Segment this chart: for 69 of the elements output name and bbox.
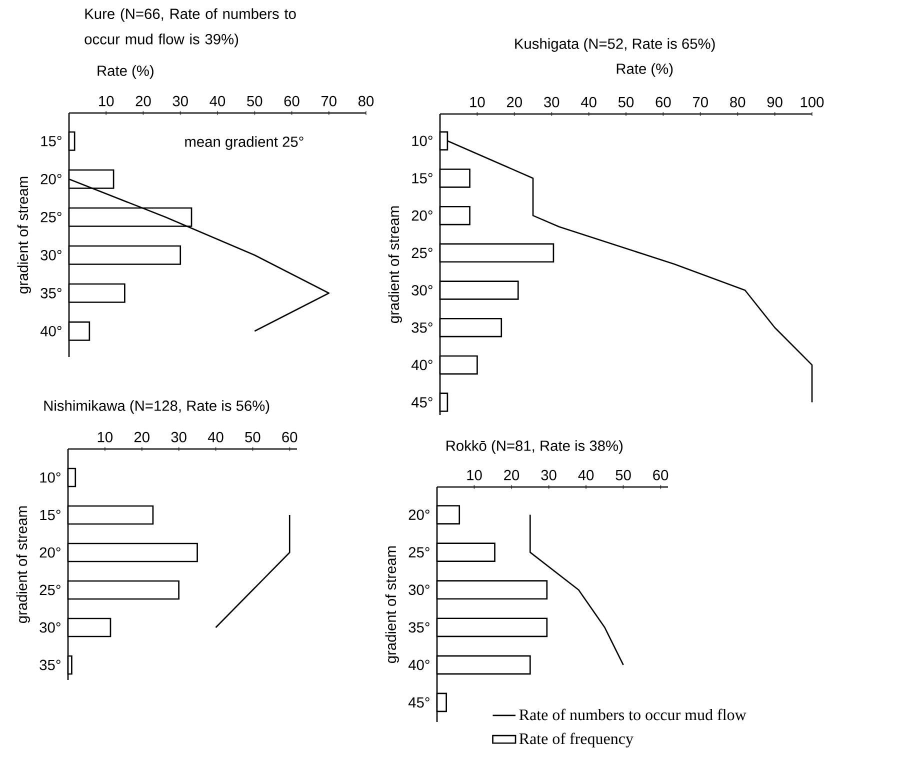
y-tick-label: 45° [411, 397, 432, 408]
y-tick-label: 45° [408, 697, 430, 708]
x-tick-label: 50 [245, 432, 260, 442]
y-tick-label: 10° [412, 136, 432, 146]
x-tick-label: 50 [618, 96, 634, 108]
x-tick-label: 30 [172, 96, 188, 106]
x-tick-label: 10 [467, 470, 482, 480]
x-tick-label: 30 [544, 96, 560, 108]
y-tick-label: 40° [40, 326, 62, 336]
y-tick-label: 30° [40, 250, 62, 260]
y-tick-label: 30° [412, 285, 432, 296]
y-tick-label: 25° [408, 547, 430, 558]
y-axis-title: gradient of stream [17, 176, 31, 294]
y-tick-label: 25° [40, 212, 62, 222]
x-tick-label: 40 [208, 432, 224, 442]
x-tick-label: 10 [470, 96, 485, 108]
chart-title: Nishimikawa (N=128, Rate is 56%) [44, 400, 270, 414]
x-tick-label: 100 [800, 96, 824, 108]
x-tick-label: 60 [282, 432, 298, 442]
y-tick-label: 40° [411, 360, 432, 370]
x-tick-label: 60 [284, 96, 300, 106]
x-tick-label: 40 [578, 470, 594, 480]
y-tick-label: 35° [40, 288, 62, 298]
y-tick-label: 40° [408, 660, 430, 670]
x-tick-label: 50 [616, 470, 631, 480]
x-tick-label: 30 [541, 470, 556, 480]
y-tick-label: 15° [412, 173, 432, 184]
x-tick-label: 70 [321, 96, 336, 106]
y-tick-label: 30° [408, 584, 430, 596]
y-tick-label: 15° [41, 136, 62, 146]
y-tick-label: 25° [412, 248, 432, 258]
y-tick-label: 35° [408, 622, 430, 633]
x-tick-label: 60 [656, 96, 671, 108]
x-tick-label: 20 [506, 96, 522, 108]
x-tick-label: 80 [730, 96, 746, 108]
x-tick-label: 90 [767, 96, 782, 108]
annotation: mean gradient 25° [185, 136, 304, 150]
y-tick-label: 30° [40, 622, 60, 633]
x-tick-label: 70 [693, 96, 708, 108]
y-axis-title: gradient of stream [385, 546, 399, 663]
y-tick-label: 15° [40, 510, 60, 520]
y-tick-label: 10° [40, 472, 60, 483]
x-tick-label: 40 [210, 96, 226, 106]
y-tick-label: 35° [40, 660, 60, 670]
y-tick-label: 35° [412, 322, 432, 333]
x-tick-label: 10 [98, 432, 113, 442]
x-tick-label: 50 [247, 96, 262, 106]
x-tick-label: 30 [171, 432, 186, 442]
x-tick-label: 60 [653, 470, 668, 480]
legend-label: Rate of numbers to occur mud flow [519, 708, 746, 720]
chart-title: Rokkō (N=81, Rate is 38%) [446, 440, 623, 454]
chart-title: Kure (N=66, Rate of numbers to occur mud flow is 39%) [84, 8, 296, 48]
y-axis-title: gradient of stream [388, 206, 402, 323]
legend-label: Rate of frequency [519, 732, 634, 748]
x-tick-label: 40 [580, 96, 596, 108]
y-tick-label: 20° [408, 510, 430, 520]
y-tick-label: 20° [412, 210, 432, 221]
y-tick-label: 25° [40, 584, 60, 596]
y-tick-label: 20° [40, 547, 60, 558]
x-tick-label: 80 [358, 96, 374, 106]
x-tick-label: 10 [99, 96, 114, 106]
x-tick-label: 20 [134, 432, 150, 442]
y-axis-title: gradient of stream [16, 506, 30, 623]
x-axis-title: Rate (%) [98, 65, 154, 79]
chart-title: Kushigata (N=52, Rate is 65%) [515, 38, 715, 52]
x-tick-label: 20 [504, 470, 520, 480]
y-tick-label: 20° [40, 174, 62, 184]
x-tick-label: 20 [136, 96, 151, 106]
x-axis-title: Rate (%) [616, 63, 673, 77]
